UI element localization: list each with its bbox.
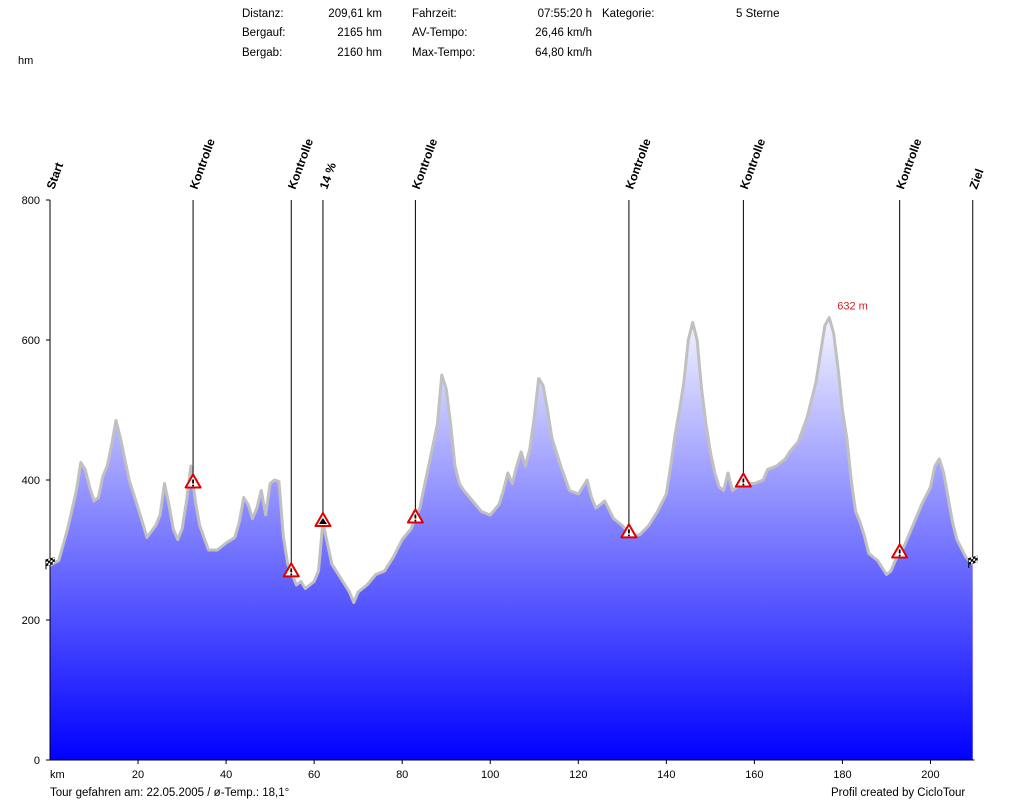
flag-square	[48, 562, 51, 566]
distanz-value: 209,61 km	[328, 8, 382, 20]
elevation-area	[50, 317, 973, 760]
bergauf-value: 2165 hm	[337, 27, 382, 39]
max-elevation-label: 632 m	[837, 301, 868, 313]
marker-flag: Start	[44, 161, 67, 570]
marker-warning: Kontrolle	[184, 136, 218, 489]
marker-label: Kontrolle	[623, 136, 654, 191]
y-tick-label: 800	[22, 195, 40, 207]
marker-label: Kontrolle	[737, 136, 768, 191]
x-tick-label: 100	[481, 769, 499, 781]
x-axis-label: km	[50, 769, 65, 781]
marker-label: Kontrolle	[285, 136, 316, 191]
marker-label: Kontrolle	[893, 136, 924, 191]
climb-mountain	[318, 518, 327, 524]
maxtempo-label: Max-Tempo:	[412, 47, 476, 59]
marker-label: Ziel	[966, 167, 986, 191]
marker-warning: Kontrolle	[282, 136, 316, 578]
flag-square	[52, 561, 55, 565]
kategorie-value: 5 Sterne	[736, 8, 780, 20]
marker-label: Kontrolle	[409, 136, 440, 191]
warning-dot	[414, 519, 417, 522]
x-tick-label: 160	[745, 769, 763, 781]
checkered-flag-icon	[45, 556, 55, 570]
marker-warning: Kontrolle	[891, 136, 925, 559]
flag-square	[970, 561, 974, 565]
x-tick-label: 20	[132, 769, 144, 781]
marker-flag: Ziel	[966, 167, 987, 568]
bergab-value: 2160 hm	[337, 47, 382, 59]
x-tick-label: 40	[220, 769, 232, 781]
marker-label: 14 %	[317, 160, 340, 191]
avtempo-label: AV-Tempo:	[412, 27, 468, 39]
kategorie-label: Kategorie:	[602, 8, 655, 20]
warning-dot	[627, 534, 630, 537]
distanz-label: Distanz:	[242, 8, 284, 20]
fahrzeit-label: Fahrzeit:	[412, 8, 457, 20]
warning-dot	[192, 484, 195, 487]
flag-square	[50, 561, 53, 566]
footer-tour-info: Tour gefahren am: 22.05.2005 / ø-Temp.: …	[50, 787, 290, 799]
flag-square	[45, 563, 49, 567]
avtempo-value: 26,46 km/h	[535, 27, 592, 39]
marker-label: Start	[44, 161, 67, 191]
footer-credit: Profil created by CicloTour	[831, 787, 966, 799]
y-tick-label: 200	[22, 615, 40, 627]
y-tick-label: 0	[34, 755, 40, 767]
y-tick-label: 600	[22, 335, 40, 347]
x-tick-label: 80	[396, 769, 408, 781]
flag-square	[968, 561, 972, 565]
marker-warning: Kontrolle	[620, 136, 654, 539]
y-axis-label: hm	[18, 55, 33, 67]
y-tick-label: 400	[22, 475, 40, 487]
flag-square	[975, 559, 978, 564]
marker-warning: Kontrolle	[734, 136, 768, 488]
marker-label: Kontrolle	[187, 136, 218, 191]
bergauf-label: Bergauf:	[242, 27, 286, 39]
x-tick-label: 200	[921, 769, 939, 781]
x-tick-label: 120	[569, 769, 587, 781]
flag-square	[973, 560, 976, 564]
warning-dot	[898, 554, 901, 557]
x-tick-label: 140	[657, 769, 675, 781]
maxtempo-value: 64,80 km/h	[535, 47, 592, 59]
fahrzeit-value: 07:55:20 h	[537, 8, 592, 20]
warning-dot	[290, 573, 293, 576]
checkered-flag-icon	[968, 555, 978, 568]
elevation-outline	[49, 316, 974, 604]
x-tick-label: 180	[833, 769, 851, 781]
x-tick-label: 60	[308, 769, 320, 781]
warning-dot	[742, 483, 745, 486]
marker-climb: 14 %	[314, 160, 340, 527]
bergab-label: Bergab:	[242, 47, 283, 59]
